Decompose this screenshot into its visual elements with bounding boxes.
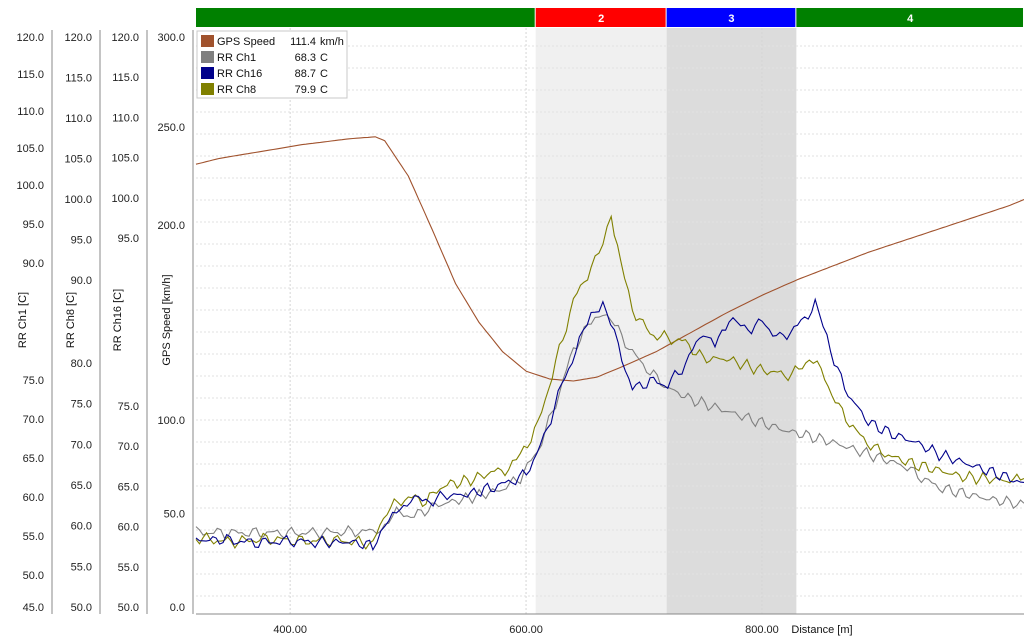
y-tick-label: 90.0 [23,258,44,270]
y-tick-label: 95.0 [23,219,44,231]
series-line-rr-ch16 [195,297,1024,552]
sector-bar[interactable]: 2 3 4 [196,8,1024,27]
legend-value: 68.3 [295,52,316,64]
y-tick-label: 55.0 [23,531,44,543]
y-tick-label: 250.0 [157,122,185,134]
sector-block-2[interactable] [535,8,666,27]
legend-unit: C [320,52,328,64]
legend-swatch [201,83,214,95]
y-tick-label: 55.0 [118,562,139,574]
y-tick-label: 65.0 [71,480,92,492]
x-axis-title: Distance [m] [791,624,852,636]
y-tick-label: 100.0 [64,194,92,206]
y-tick-label: 100.0 [157,415,185,427]
grid [196,28,1024,614]
y-tick-label: 65.0 [118,481,139,493]
legend-value: 88.7 [295,68,316,80]
y-tick-label: 100.0 [111,193,139,205]
y-tick-label: 60.0 [23,492,44,504]
y-tick-label: 80.0 [71,358,92,370]
sector-block-3[interactable] [666,8,796,27]
y-tick-label: 105.0 [64,154,92,166]
y-axis-title-2: RR Ch8 [C] [65,292,77,348]
legend-unit: C [320,68,328,80]
y-tick-label: 70.0 [71,439,92,451]
legend-name: RR Ch8 [217,84,256,96]
y-tick-label: 55.0 [71,561,92,573]
y-tick-label: 75.0 [71,399,92,411]
y-tick-label: 0.0 [170,602,185,614]
legend-name: RR Ch1 [217,52,256,64]
legend-swatch [201,67,214,79]
y-tick-label: 60.0 [71,521,92,533]
y-tick-label: 115.0 [112,72,139,84]
legend-unit: C [320,84,328,96]
y-tick-label: 115.0 [65,73,92,85]
sector-shade-2 [535,28,667,614]
sector-block-1[interactable] [196,8,535,27]
y-tick-label: 70.0 [118,441,139,453]
legend: GPS Speed 111.4 km/h RR Ch1 68.3 C RR Ch16 88.7… [196,30,348,99]
y-tick-label: 95.0 [118,233,139,245]
legend-name: GPS Speed [217,36,275,48]
series-lines [195,136,1024,552]
y-axis-title-1: RR Ch1 [C] [17,292,29,348]
y-tick-label: 65.0 [23,453,44,465]
y-tick-label: 100.0 [16,180,44,192]
y-axis-title-3: RR Ch16 [C] [112,289,124,351]
y-tick-label: 50.0 [71,602,92,614]
y-tick-label: 300.0 [157,32,185,44]
series-line-gps-speed [195,136,1024,382]
y-tick-label: 120.0 [16,32,44,44]
y-tick-label: 95.0 [71,235,92,247]
y-tick-label: 45.0 [23,602,44,614]
x-tick-label: 800.00 [745,624,779,636]
y-tick-label: 75.0 [23,375,44,387]
y-tick-label: 120.0 [111,32,139,44]
y-tick-label: 75.0 [118,401,139,413]
series-line-rr-ch1 [195,314,1024,540]
y-tick-label: 60.0 [118,522,139,534]
legend-value: 111.4 [290,36,316,48]
series-line-rr-ch8 [195,214,1024,550]
y-tick-label: 105.0 [111,153,139,165]
legend-value: 79.9 [295,84,316,96]
sector-shades [535,28,797,614]
y-tick-label: 70.0 [23,414,44,426]
y-tick-label: 110.0 [17,106,44,118]
legend-name: RR Ch16 [217,68,262,80]
y-tick-label: 90.0 [71,275,92,287]
sector-shade-3 [666,28,797,614]
y-tick-label: 120.0 [64,32,92,44]
sector-label-4: 4 [907,13,914,25]
x-axis: Distance [m] 400.00 600.00 800.00 [196,613,1024,636]
y-tick-label: 50.0 [164,509,185,521]
legend-unit: km/h [320,36,344,48]
y-axis-title-4: GPS Speed [km/h] [161,274,173,365]
y-axes: 120.0 115.0 110.0 105.0 100.0 95.0 90.0 75.0 70.… [16,30,194,614]
legend-swatch [201,51,214,63]
sector-label-3: 3 [728,13,734,25]
sector-label-2: 2 [598,13,604,25]
sector-block-4[interactable] [796,8,1024,27]
legend-swatch [201,35,214,47]
y-tick-label: 50.0 [23,570,44,582]
y-tick-label: 115.0 [17,69,44,81]
y-tick-label: 110.0 [112,112,139,124]
y-tick-label: 200.0 [157,220,185,232]
x-tick-label: 400.00 [273,624,307,636]
y-tick-label: 105.0 [16,143,44,155]
x-tick-label: 600.00 [509,624,543,636]
y-tick-label: 110.0 [65,113,92,125]
y-tick-label: 50.0 [118,602,139,614]
legend-box [196,30,348,99]
